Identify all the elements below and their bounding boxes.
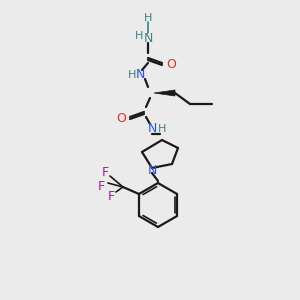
Text: N: N (147, 122, 157, 136)
Polygon shape (154, 90, 175, 96)
Text: N: N (135, 68, 145, 82)
Text: F: F (107, 190, 115, 202)
Text: H: H (128, 70, 136, 80)
Text: F: F (101, 166, 109, 178)
Text: O: O (116, 112, 126, 124)
Text: H: H (144, 13, 152, 23)
Text: F: F (98, 179, 104, 193)
Text: N: N (143, 32, 153, 44)
Text: H: H (158, 124, 166, 134)
Text: H: H (135, 31, 143, 41)
Text: N: N (147, 164, 157, 176)
Text: O: O (166, 58, 176, 70)
